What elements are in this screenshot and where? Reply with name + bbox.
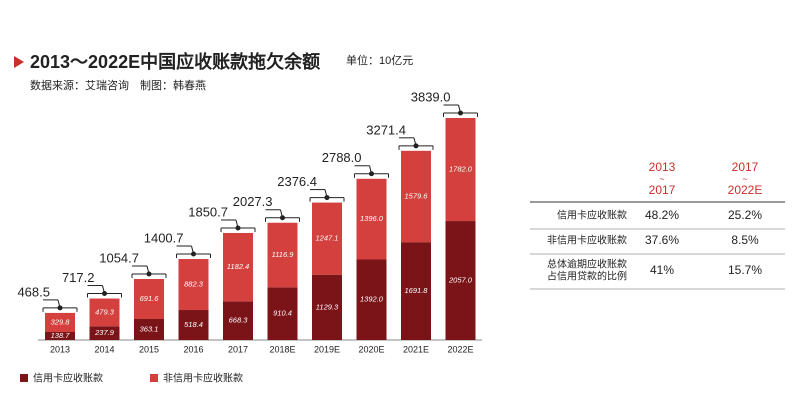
row-label: 信用卡应收账款 bbox=[557, 209, 627, 222]
table-header: ~ bbox=[742, 174, 747, 184]
bar-value-label: 1129.3 bbox=[316, 302, 339, 311]
bar-value-label: 1182.4 bbox=[227, 262, 249, 271]
bar-value-label: 237.9 bbox=[94, 328, 115, 337]
bar-value-label: 910.4 bbox=[273, 309, 292, 318]
bar-value-label: 1396.0 bbox=[360, 214, 384, 223]
bar-value-label: 1579.6 bbox=[405, 191, 429, 200]
bar-segment bbox=[223, 301, 253, 340]
bar-value-label: 691.6 bbox=[140, 294, 160, 303]
cell-value: 25.2% bbox=[728, 208, 762, 222]
total-label: 1850.7 bbox=[188, 204, 228, 219]
bar-value-label: 668.3 bbox=[229, 316, 249, 325]
x-tick-label: 2015 bbox=[139, 344, 159, 354]
total-label: 3271.4 bbox=[366, 122, 406, 137]
total-dot bbox=[102, 291, 107, 297]
bar-segment bbox=[45, 331, 75, 340]
bar-value-label: 363.1 bbox=[140, 324, 159, 333]
bar-segment bbox=[445, 118, 476, 222]
legend-label: 非信用卡应收账款 bbox=[163, 372, 243, 385]
table-header: 2022E bbox=[728, 183, 763, 197]
x-tick-label: 2014 bbox=[94, 344, 114, 354]
total-dot bbox=[280, 215, 285, 221]
bar-segment bbox=[445, 221, 476, 340]
bar-segment bbox=[267, 222, 298, 288]
source: 数据来源：艾瑞咨询 制图：韩春燕 bbox=[30, 78, 206, 92]
bar-value-label: 1247.1 bbox=[316, 234, 339, 243]
table-header: 2017 bbox=[732, 160, 759, 174]
total-dot bbox=[324, 195, 330, 201]
bar-segment bbox=[312, 202, 342, 275]
row-label: 非信用卡应收账款 bbox=[547, 234, 627, 247]
bar-segment bbox=[89, 298, 120, 327]
bar-value-label: 479.3 bbox=[95, 307, 115, 316]
total-dot bbox=[413, 143, 419, 149]
x-tick-label: 2013 bbox=[50, 344, 70, 354]
bar-segment bbox=[134, 319, 164, 340]
x-tick-label: 2021E bbox=[403, 344, 429, 354]
bar-segment bbox=[178, 310, 209, 340]
legend-swatch bbox=[150, 374, 158, 382]
total-dot bbox=[458, 110, 463, 116]
bar-segment bbox=[356, 178, 387, 260]
bar-segment bbox=[89, 326, 120, 340]
bar-value-label: 1392.0 bbox=[360, 295, 384, 304]
cell-value: 15.7% bbox=[728, 263, 762, 277]
total-label: 2376.4 bbox=[277, 174, 317, 189]
total-label: 2788.0 bbox=[322, 150, 362, 165]
cell-value: 8.5% bbox=[731, 233, 759, 247]
bar-segment bbox=[267, 287, 298, 340]
bar-value-label: 1782.0 bbox=[449, 165, 473, 174]
title-marker bbox=[14, 56, 24, 68]
cell-value: 41% bbox=[650, 263, 674, 277]
bar-segment bbox=[401, 242, 431, 340]
bar-value-label: 1691.8 bbox=[405, 286, 429, 295]
total-label: 717.2 bbox=[62, 270, 95, 285]
bar-value-label: 1116.9 bbox=[272, 250, 295, 259]
cell-value: 37.6% bbox=[645, 233, 679, 247]
total-dot bbox=[191, 251, 196, 257]
bar-value-label: 518.4 bbox=[184, 320, 203, 329]
bar-value-label: 329.8 bbox=[51, 317, 71, 326]
row-label: 占信用贷款的比例 bbox=[547, 270, 627, 283]
bar-segment bbox=[401, 150, 431, 243]
x-tick-label: 2017 bbox=[228, 344, 248, 354]
bar-segment bbox=[178, 259, 209, 311]
total-label: 1054.7 bbox=[99, 250, 139, 265]
total-label: 3839.0 bbox=[411, 89, 451, 104]
bar-segment bbox=[45, 312, 75, 332]
bar-segment bbox=[312, 274, 342, 340]
total-dot bbox=[57, 305, 63, 311]
unit: 单位：10亿元 bbox=[346, 53, 413, 67]
x-tick-label: 2022E bbox=[447, 344, 473, 354]
total-dot bbox=[235, 225, 241, 231]
legend-swatch bbox=[20, 374, 28, 382]
row-label: 总体逾期应收账款 bbox=[547, 258, 627, 271]
table-header: ~ bbox=[659, 174, 664, 184]
x-tick-label: 2018E bbox=[269, 344, 295, 354]
legend-label: 信用卡应收账款 bbox=[33, 372, 103, 385]
chart-title: 2013～2022E中国应收账款拖欠余额 bbox=[30, 51, 320, 72]
total-label: 468.5 bbox=[17, 284, 50, 299]
x-tick-label: 2020E bbox=[358, 344, 384, 354]
bar-value-label: 882.3 bbox=[184, 279, 204, 288]
bar-segment bbox=[356, 259, 387, 340]
x-tick-label: 2016 bbox=[183, 344, 203, 354]
bar-value-label: 2057.0 bbox=[448, 276, 473, 285]
bar-value-label: 138.7 bbox=[51, 331, 71, 340]
total-label: 2027.3 bbox=[233, 194, 273, 209]
bar-segment bbox=[223, 232, 253, 302]
cell-value: 48.2% bbox=[645, 208, 679, 222]
total-dot bbox=[369, 171, 374, 177]
total-dot bbox=[146, 271, 152, 277]
x-tick-label: 2019E bbox=[314, 344, 340, 354]
table-header: 2017 bbox=[649, 183, 676, 197]
table-header: 2013 bbox=[649, 160, 676, 174]
total-label: 1400.7 bbox=[144, 230, 184, 245]
bar-segment bbox=[134, 279, 164, 320]
